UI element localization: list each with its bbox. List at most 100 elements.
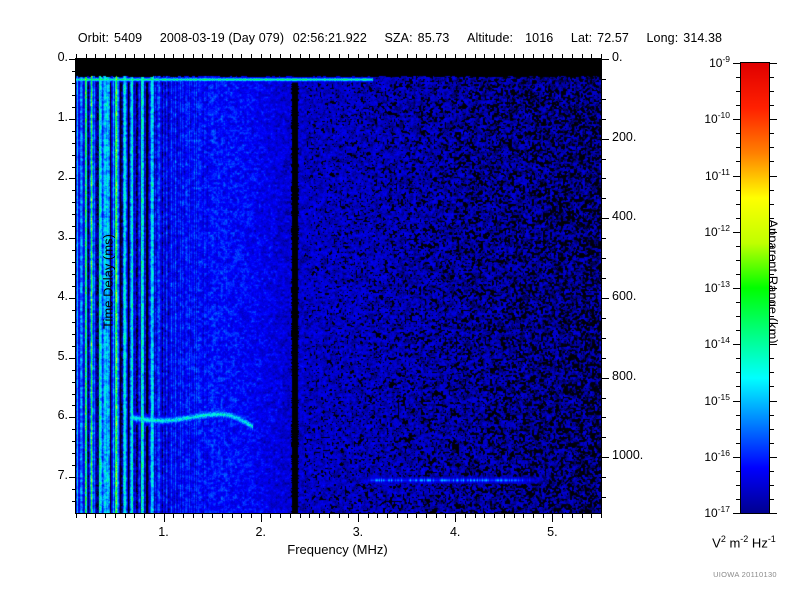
x-tick-minor (134, 514, 135, 518)
x-tick-minor (475, 514, 476, 518)
x-tick-minor (591, 514, 592, 518)
colorbar-tick-label-3: 10-12 (704, 223, 730, 239)
x-tick-minor (280, 514, 281, 518)
altitude-value: 1016 (525, 31, 554, 45)
x-tick-minor (115, 514, 116, 518)
colorbar-tick-right-2 (769, 176, 777, 177)
colorbar-tick-right-0 (769, 63, 777, 64)
latitude-value: 72.57 (597, 31, 629, 45)
observation-date: 2008-03-19 (Day 079) (159, 31, 285, 45)
header-info-line: Orbit: 5409 2008-03-19 (Day 079) 02:56:21… (0, 31, 800, 45)
y-tick-label-right-1: 200. (612, 129, 637, 144)
y-tick-major-right-1 (602, 139, 609, 140)
y-tick-minor-right (602, 318, 606, 319)
colorbar-tick-label-5: 10-14 (704, 335, 730, 351)
x-tick-minor (86, 514, 87, 518)
y-tick-minor-right (602, 198, 606, 199)
ionogram-plot-area: Time Delay (ms) Apparent Range (km) (75, 58, 781, 514)
x-tick-minor (387, 514, 388, 518)
sza-label: SZA: (384, 31, 413, 45)
y-tick-label-right-2: 400. (612, 209, 637, 224)
colorbar-tick-right-8 (769, 513, 777, 514)
spectrogram-image (76, 59, 601, 513)
x-tick-minor (300, 514, 301, 518)
x-tick-minor (504, 514, 505, 518)
y-tick-minor-right (602, 358, 606, 359)
x-tick-minor (241, 514, 242, 518)
x-tick-label-2: 3. (352, 525, 364, 539)
y-tick-minor-right (602, 258, 606, 259)
y-tick-label-left-7: 7. (57, 468, 68, 483)
x-tick-minor (339, 514, 340, 518)
x-tick-minor (319, 514, 320, 518)
y-tick-major-right-3 (602, 298, 609, 299)
y-tick-label-right-0: 0. (612, 50, 623, 64)
y-tick-minor-right (602, 437, 606, 438)
y-axis-title-left: Time Delay (ms) (100, 234, 116, 329)
y-tick-label-left-1: 1. (57, 109, 68, 124)
y-tick-minor-right (602, 497, 606, 498)
x-tick-major-1 (261, 514, 262, 522)
x-tick-minor (572, 514, 573, 518)
x-tick-minor (232, 514, 233, 518)
colorbar-tick-right-1 (769, 119, 777, 120)
y-tick-minor-right (602, 417, 606, 418)
x-tick-label-1: 2. (255, 525, 266, 539)
x-tick-minor (183, 514, 184, 518)
x-tick-minor (222, 514, 223, 518)
y-tick-major-right-5 (602, 457, 609, 458)
y-tick-label-right-5: 1000. (612, 448, 644, 463)
y-tick-minor-right (602, 398, 606, 399)
y-tick-label-left-3: 3. (57, 229, 68, 244)
x-tick-minor (202, 514, 203, 518)
x-tick-major-3 (455, 514, 456, 522)
altitude-label: Altitude: (467, 31, 514, 45)
x-tick-minor (329, 514, 330, 518)
colorbar-tick-right-7 (769, 457, 777, 458)
x-tick-minor (601, 514, 602, 518)
y-tick-label-right-4: 800. (612, 368, 637, 383)
observation-time: 02:56:21.922 (292, 31, 367, 45)
x-tick-label-4: 5. (547, 525, 558, 539)
x-tick-label-3: 4. (449, 525, 461, 539)
x-tick-minor (105, 514, 106, 518)
x-tick-minor (445, 514, 446, 518)
x-tick-major-0 (164, 514, 165, 522)
orbit-value: 5409 (114, 31, 143, 45)
x-tick-minor (523, 514, 524, 518)
y-tick-label-right-3: 600. (612, 288, 637, 303)
colorbar-tick-label-4: 10-13 (704, 279, 730, 295)
longitude-value: 314.38 (683, 31, 723, 45)
x-tick-major-4 (552, 514, 553, 522)
colorbar-tick-label-0: 10-9 (709, 54, 730, 70)
y-tick-major-right-2 (602, 218, 609, 219)
y-tick-minor-right (602, 278, 606, 279)
x-tick-minor (309, 514, 310, 518)
x-tick-minor (514, 514, 515, 518)
x-tick-minor (533, 514, 534, 518)
x-tick-minor (193, 514, 194, 518)
y-tick-major-right-4 (602, 378, 609, 379)
y-tick-minor-right (602, 79, 606, 80)
x-tick-minor (582, 514, 583, 518)
x-tick-minor (144, 514, 145, 518)
y-tick-label-left-2: 2. (57, 169, 68, 184)
colorbar-tick-label-8: 10-17 (704, 504, 730, 520)
x-tick-minor (270, 514, 271, 518)
x-tick-minor (290, 514, 291, 518)
x-tick-minor (125, 514, 126, 518)
x-tick-minor (348, 514, 349, 518)
x-tick-minor (76, 514, 77, 518)
x-tick-major-2 (358, 514, 359, 522)
x-tick-label-0: 1. (158, 525, 169, 539)
x-tick-minor (368, 514, 369, 518)
colorbar-gradient (741, 63, 769, 513)
y-tick-minor-right (602, 99, 606, 100)
colorbar-tick-label-6: 10-15 (704, 392, 730, 408)
x-tick-minor (212, 514, 213, 518)
sza-value: 85.73 (417, 31, 450, 45)
colorbar (740, 62, 770, 514)
x-tick-minor (484, 514, 485, 518)
colorbar-tick-label-2: 10-11 (704, 167, 730, 183)
x-tick-minor (154, 514, 155, 518)
